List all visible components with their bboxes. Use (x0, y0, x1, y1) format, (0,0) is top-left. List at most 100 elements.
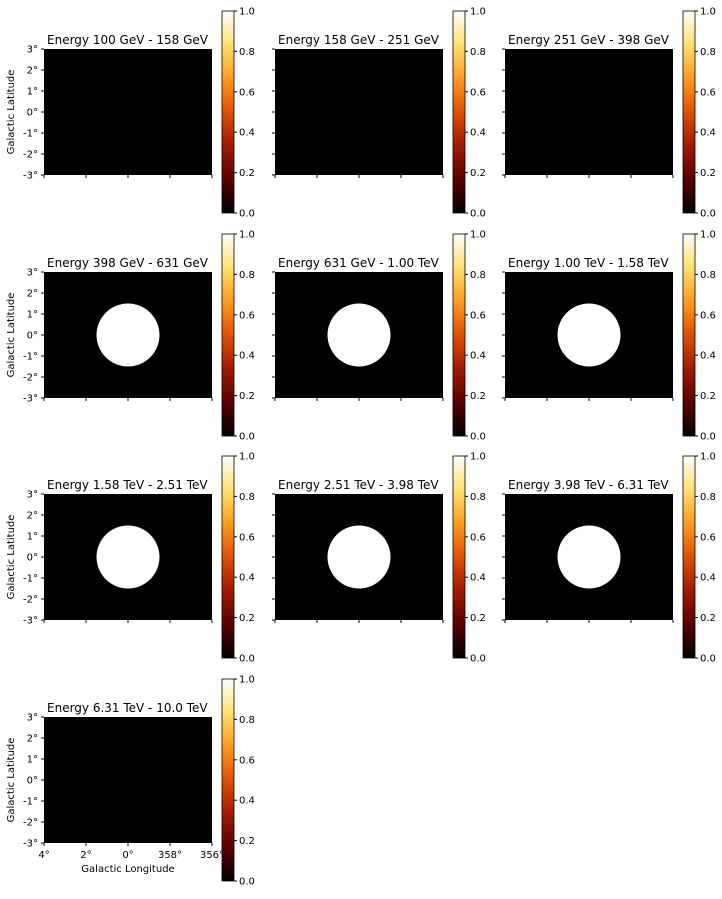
colorbar-tick-label: 0.4 (700, 351, 716, 362)
colorbar-tick-label: 0.0 (239, 877, 255, 888)
colorbar-tick-label: 0.2 (239, 391, 255, 402)
colorbar-tick-label: 1.0 (239, 230, 255, 241)
map-image (44, 49, 212, 175)
y-axis-label: Galactic Latitude (6, 293, 17, 378)
y-tick-label: 0° (27, 331, 38, 342)
colorbar-tick-label: 0.4 (470, 573, 486, 584)
colorbar-tick-label: 0.2 (239, 836, 255, 847)
panel-8: Energy 2.51 TeV - 3.98 TeV 1.0 0.8 0.6 0.4 0.… (272, 452, 486, 665)
y-tick-label: -1° (23, 574, 38, 585)
source-disk (557, 525, 621, 589)
panel-title: Energy 100 GeV - 158 GeV (47, 33, 209, 47)
colorbar-tick-label: 0.2 (700, 391, 716, 402)
colorbar-tick-label: 0.4 (470, 351, 486, 362)
source-disk (96, 303, 160, 367)
colorbar-tick-label: 0.8 (239, 47, 255, 58)
colorbar: 1.0 0.8 0.6 0.4 0.2 0.0 (221, 230, 255, 443)
colorbar-tick-label: 0.8 (700, 270, 716, 281)
colorbar-gradient (452, 455, 466, 659)
y-tick-label: -1° (23, 352, 38, 363)
panel-2: Energy 158 GeV - 251 GeV 1.0 0.8 0.6 0.4 0.2 0… (272, 7, 486, 220)
colorbar-tick-label: 0.6 (239, 310, 255, 321)
y-tick-label: 2° (27, 66, 38, 77)
colorbar-tick-label: 0.4 (700, 573, 716, 584)
source-disk (327, 525, 391, 589)
x-tick-label: 2° (80, 850, 91, 861)
colorbar-tick-label: 1.0 (239, 452, 255, 463)
colorbar: 1.0 0.8 0.6 0.4 0.2 0.0 (221, 452, 255, 665)
colorbar-tick-label: 0.8 (470, 492, 486, 503)
panel-title: Energy 2.51 TeV - 3.98 TeV (278, 478, 439, 492)
colorbar-tick-label: 0.6 (239, 87, 255, 98)
colorbar-tick-label: 0.8 (239, 715, 255, 726)
panel-4: Energy 398 GeV - 631 GeV 3° 2° 1° 0° -1° -2° -3… (6, 230, 255, 443)
colorbar: 1.0 0.8 0.6 0.4 0.2 0.0 (221, 7, 255, 220)
colorbar-tick-label: 0.0 (700, 209, 716, 220)
colorbar-tick-label: 1.0 (470, 7, 486, 18)
colorbar-tick-label: 0.0 (239, 432, 255, 443)
colorbar-tick-label: 0.8 (700, 47, 716, 58)
colorbar: 1.0 0.8 0.6 0.4 0.2 0.0 (452, 230, 486, 443)
y-axis-label: Galactic Latitude (6, 515, 17, 600)
panel-title: Energy 631 GeV - 1.00 TeV (278, 256, 440, 270)
colorbar-tick-label: 0.2 (700, 168, 716, 179)
y-tick-label: 1° (27, 310, 38, 321)
colorbar-tick-label: 0.6 (700, 87, 716, 98)
colorbar-tick-label: 0.0 (470, 209, 486, 220)
colorbar-tick-label: 0.6 (700, 532, 716, 543)
colorbar-tick-label: 0.4 (470, 128, 486, 139)
colorbar-tick-label: 0.8 (700, 492, 716, 503)
y-tick-label: -1° (23, 797, 38, 808)
map-image (275, 49, 443, 175)
colorbar-tick-label: 1.0 (700, 452, 716, 463)
y-tick-label: 0° (27, 553, 38, 564)
y-axis-label: Galactic Latitude (6, 70, 17, 155)
colorbar-tick-label: 0.2 (470, 168, 486, 179)
colorbar-tick-label: 1.0 (470, 452, 486, 463)
colorbar-gradient (452, 10, 466, 214)
colorbar-tick-label: 0.8 (239, 270, 255, 281)
colorbar-tick-label: 0.6 (470, 87, 486, 98)
panel-title: Energy 251 GeV - 398 GeV (508, 33, 670, 47)
y-tick-label: -3° (23, 394, 38, 405)
colorbar: 1.0 0.8 0.6 0.4 0.2 0.0 (682, 230, 716, 443)
panel-7: Energy 1.58 TeV - 2.51 TeV 3° 2° 1° 0° -1° -2°… (6, 452, 255, 665)
colorbar: 1.0 0.8 0.6 0.4 0.2 0.0 (221, 675, 255, 888)
colorbar-tick-label: 0.6 (239, 532, 255, 543)
colorbar-tick-label: 0.6 (470, 310, 486, 321)
colorbar-tick-label: 1.0 (700, 230, 716, 241)
y-tick-label: -2° (23, 373, 38, 384)
y-tick-label: 3° (27, 713, 38, 724)
x-tick-label: 356° (200, 850, 224, 861)
y-tick-label: 3° (27, 268, 38, 279)
colorbar-tick-label: 0.4 (239, 351, 255, 362)
map-image (505, 49, 673, 175)
colorbar: 1.0 0.8 0.6 0.4 0.2 0.0 (682, 452, 716, 665)
colorbar-gradient (682, 10, 696, 214)
colorbar-tick-label: 0.4 (700, 128, 716, 139)
panel-10: Energy 6.31 TeV - 10.0 TeV 3° 2° 1° 0° -1° -2°… (6, 675, 255, 888)
colorbar: 1.0 0.8 0.6 0.4 0.2 0.0 (682, 7, 716, 220)
y-tick-label: -2° (23, 150, 38, 161)
colorbar-tick-label: 0.8 (470, 47, 486, 58)
panel-1: Energy 100 GeV - 158 GeV 3° 2° 1° 0° -1° -2° -3… (6, 7, 255, 220)
panel-title: Energy 3.98 TeV - 6.31 TeV (508, 478, 669, 492)
y-tick-label: -2° (23, 818, 38, 829)
x-axis-label: Galactic Longitude (81, 864, 174, 875)
x-tick-label: 0° (122, 850, 133, 861)
panel-6: Energy 1.00 TeV - 1.58 TeV 1.0 0.8 0.6 0.4 0.… (502, 230, 716, 443)
colorbar-tick-label: 0.0 (700, 432, 716, 443)
panel-title: Energy 6.31 TeV - 10.0 TeV (47, 701, 208, 715)
y-tick-label: -2° (23, 595, 38, 606)
colorbar: 1.0 0.8 0.6 0.4 0.2 0.0 (452, 7, 486, 220)
colorbar-tick-label: 0.0 (470, 432, 486, 443)
source-disk (557, 303, 621, 367)
panel-9: Energy 3.98 TeV - 6.31 TeV 1.0 0.8 0.6 0.4 0.… (502, 452, 716, 665)
panel-title: Energy 1.58 TeV - 2.51 TeV (47, 478, 208, 492)
colorbar-gradient (221, 455, 235, 659)
colorbar-tick-label: 0.2 (700, 613, 716, 624)
y-tick-label: 3° (27, 490, 38, 501)
y-tick-label: -1° (23, 129, 38, 140)
source-disk (327, 303, 391, 367)
